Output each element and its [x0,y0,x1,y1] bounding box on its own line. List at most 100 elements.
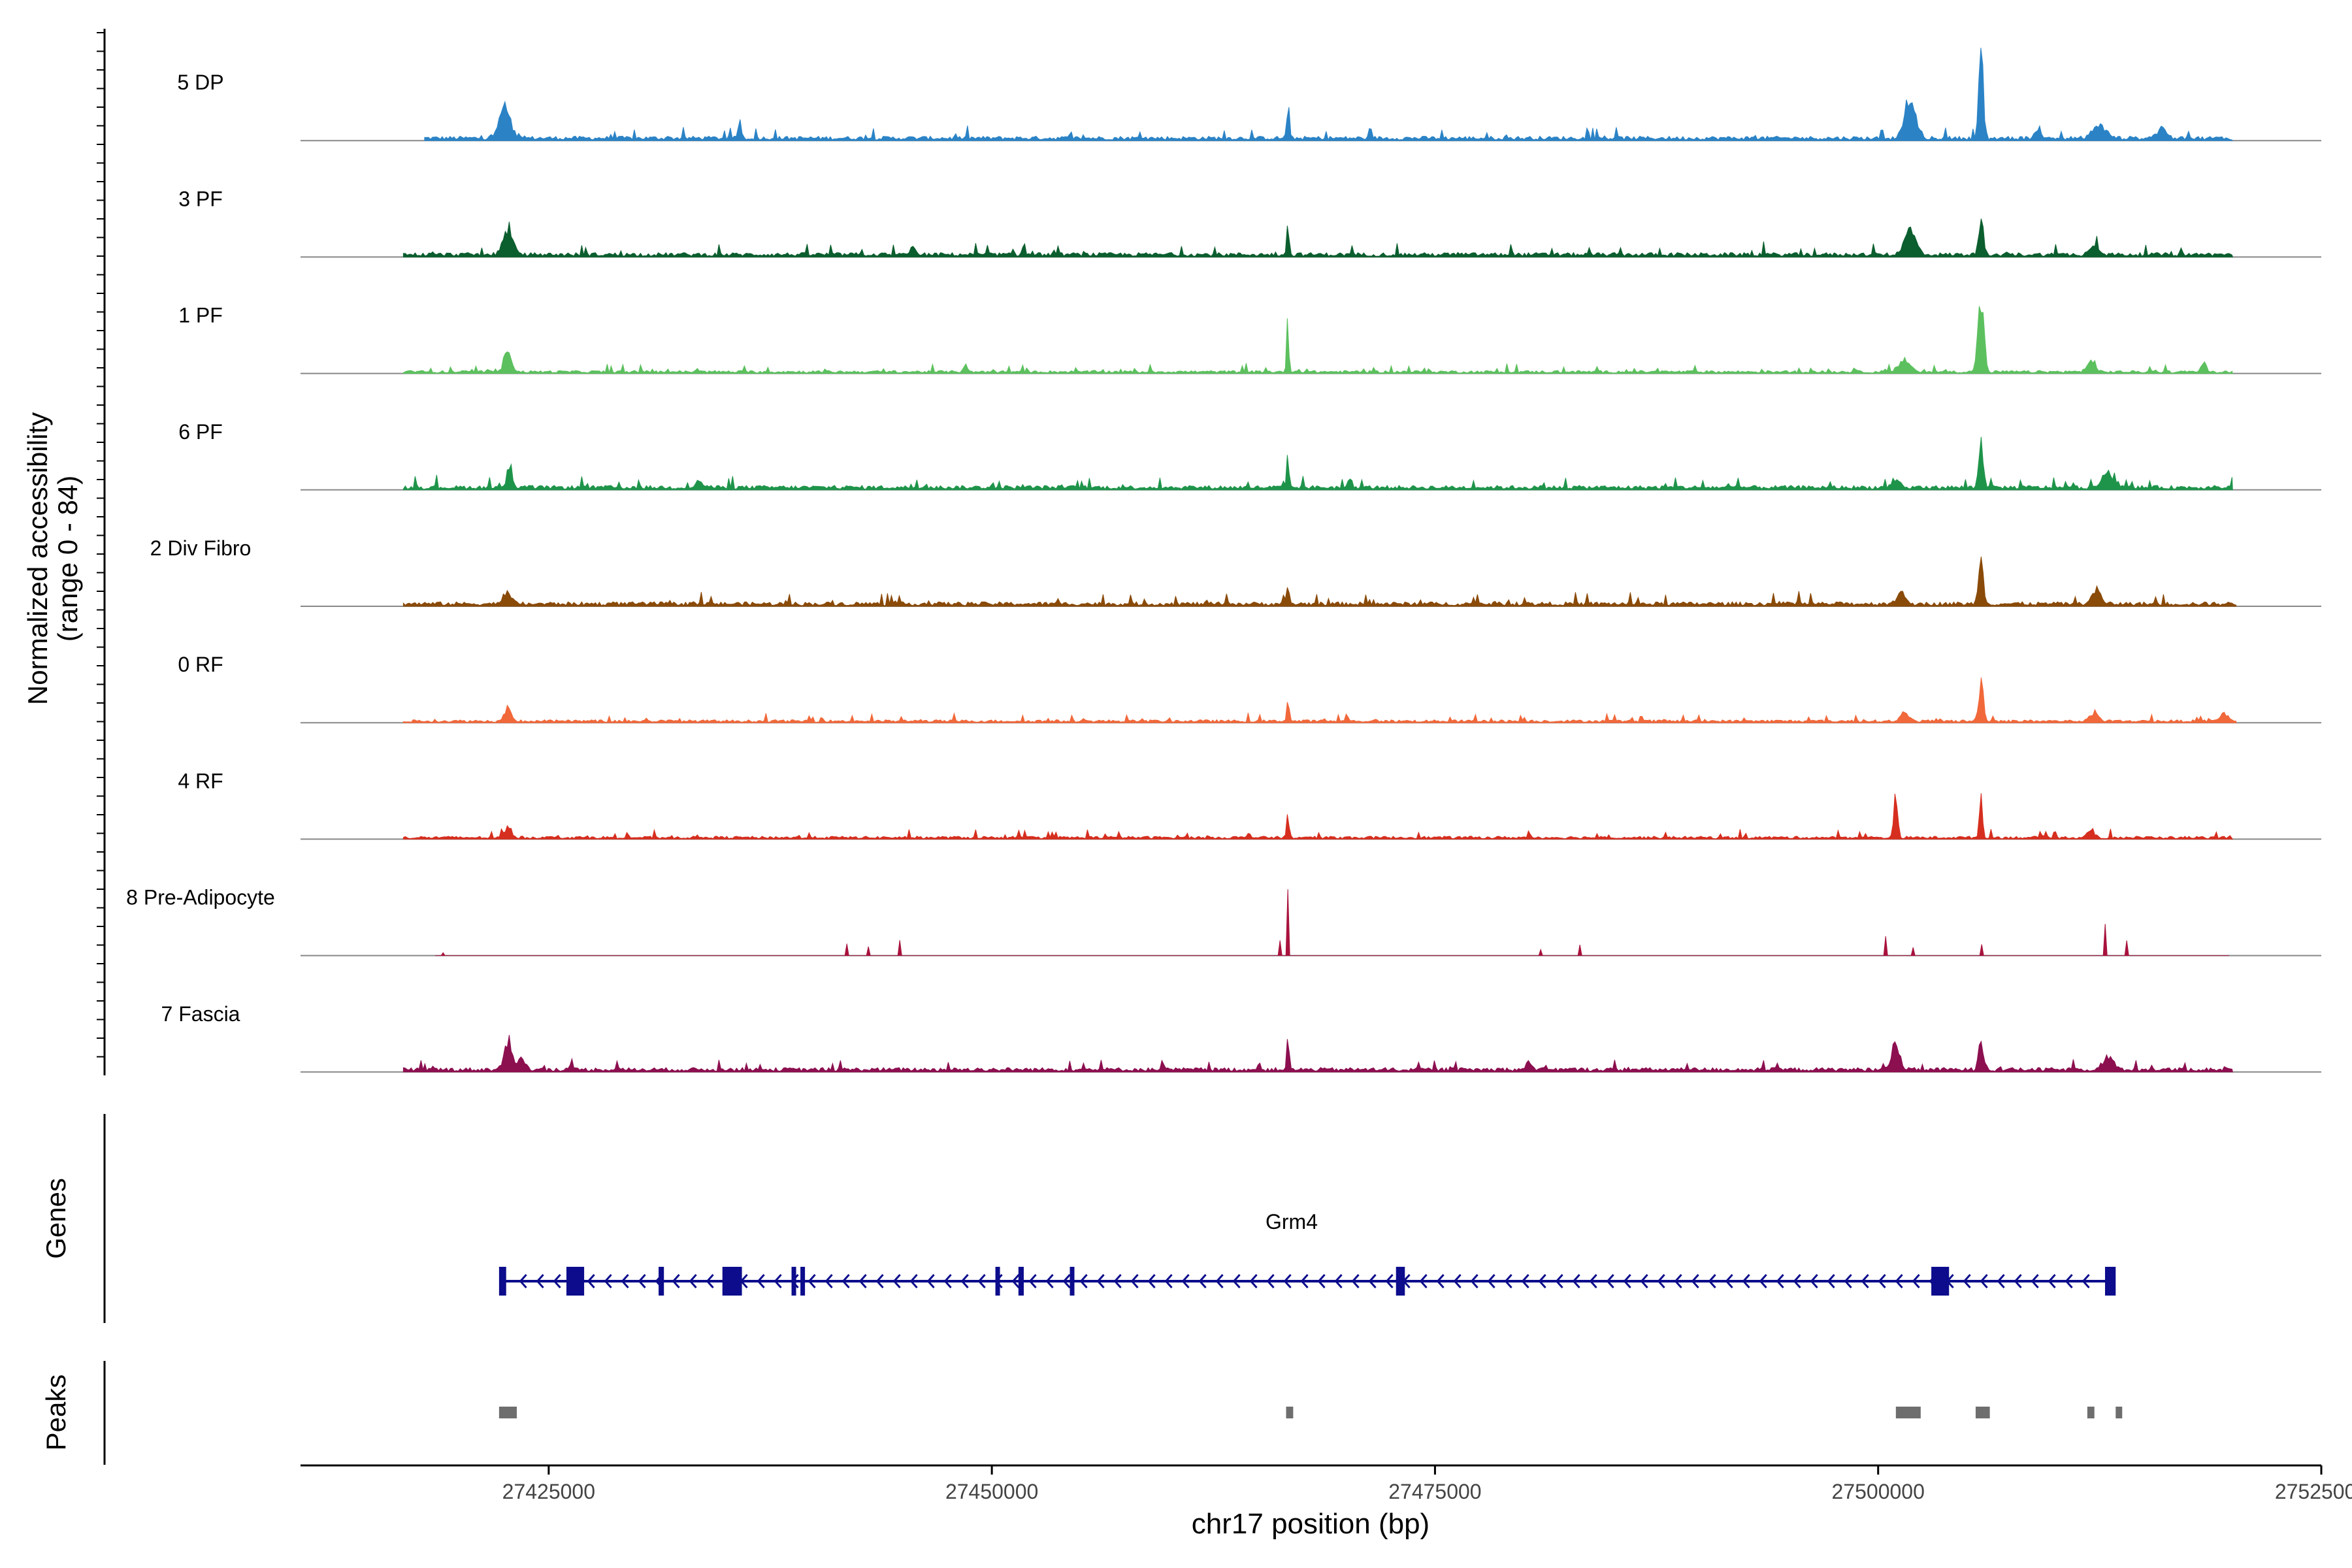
strand-arrow [841,1273,850,1289]
strand-arrow [1436,1273,1445,1289]
gene-exon [800,1267,806,1296]
strand-arrow [1776,1273,1784,1289]
strand-arrow [1963,1273,1971,1289]
strand-arrow [587,1273,595,1289]
strand-arrow [1028,1273,1037,1289]
track-label: 8 Pre-Adipocyte [126,886,275,909]
track-label: 6 PF [178,420,223,444]
strand-arrow [1181,1273,1190,1289]
strand-arrow [875,1273,884,1289]
strand-arrow [1283,1273,1292,1289]
strand-arrow [1147,1273,1156,1289]
gene-exon [1070,1267,1075,1296]
strand-arrow [2048,1273,2056,1289]
strand-arrow [1317,1273,1326,1289]
strand-arrow [943,1273,952,1289]
strand-arrow [1334,1273,1343,1289]
strand-arrow [2031,1273,2039,1289]
strand-arrow [689,1273,697,1289]
gene-name-label: Grm4 [1266,1210,1318,1233]
strand-arrow [2082,1273,2090,1289]
strand-arrow [621,1273,629,1289]
strand-arrow [1538,1273,1546,1289]
strand-arrow [1640,1273,1648,1289]
strand-arrow [1606,1273,1614,1289]
x-axis-label: chr17 position (bp) [1192,1508,1429,1540]
gene-exon [995,1267,1000,1296]
strand-arrow [1657,1273,1665,1289]
track-label: 4 RF [178,769,223,792]
strand-arrow [1232,1273,1241,1289]
track-label: 7 Fascia [161,1002,240,1026]
track-7: 8 Pre-Adipocyte [126,886,2321,956]
strand-arrow [1589,1273,1597,1289]
strand-arrow [1266,1273,1275,1289]
gene-exon [1396,1267,1405,1296]
strand-arrow [1555,1273,1563,1289]
track-5: 0 RF [178,653,2321,724]
peak-region [498,1407,517,1418]
strand-arrow [1572,1273,1580,1289]
gene-exon [1931,1267,1950,1296]
genes-panel-label: Genes [41,1178,71,1259]
strand-arrow [1708,1273,1716,1289]
strand-arrow [638,1273,646,1289]
track-label: 0 RF [178,653,223,676]
peak-region [1895,1407,1921,1418]
track-signal [402,1035,2233,1073]
x-axis-ticks: 27425000 27450000 27475000 27500000 27525000 [502,1465,2352,1503]
coverage-y-ticks [97,32,105,1058]
strand-arrow [1912,1273,1920,1289]
gene-model [498,1267,2116,1296]
strand-arrow [1521,1273,1529,1289]
strand-arrow [1487,1273,1495,1289]
gene-exon [566,1267,585,1296]
peaks-panel-label: Peaks [41,1375,71,1451]
x-tick-label: 27525000 [2275,1480,2352,1503]
strand-arrow [1861,1273,1869,1289]
gene-exon [498,1267,506,1296]
track-signal [424,48,2234,141]
strand-arrow [1368,1273,1377,1289]
peak-region [2115,1407,2123,1418]
track-signal [402,793,2234,840]
track-1: 3 PF [178,187,2321,258]
strand-arrow [808,1273,816,1289]
strand-arrow [536,1273,544,1289]
peak-region [2087,1407,2095,1418]
strand-arrow [1470,1273,1478,1289]
track-3: 6 PF [178,420,2321,491]
strand-arrow [553,1273,561,1289]
strand-arrow [960,1273,969,1289]
strand-arrow [1045,1273,1054,1289]
strand-arrow [1453,1273,1462,1289]
strand-arrow [706,1273,714,1289]
strand-arrow [1300,1273,1309,1289]
x-tick-label: 27500000 [1832,1480,1925,1503]
strand-arrow [1623,1273,1631,1289]
strand-arrow [757,1273,765,1289]
strand-arrow [977,1273,986,1289]
strand-arrow [2014,1273,2022,1289]
y-axis-label-line1: Normalized accessibility [22,412,53,705]
track-signal [402,556,2237,607]
strand-arrow [774,1273,782,1289]
strand-arrow [519,1273,527,1289]
gene-exon [1018,1267,1024,1296]
strand-arrow [1130,1273,1139,1289]
strand-arrow [1674,1273,1682,1289]
strand-arrow [858,1273,867,1289]
strand-arrow [909,1273,918,1289]
x-tick-label: 27475000 [1388,1480,1481,1503]
strand-arrow [1759,1273,1767,1289]
x-tick-label: 27425000 [502,1480,595,1503]
peak-regions [498,1407,2123,1418]
strand-arrow [1980,1273,1988,1289]
gene-exon [2104,1267,2116,1296]
coverage-tracks: 5 DP 3 PF 1 PF 6 PF 2 Div Fibro 0 RF 4 RF 8 Pre… [126,48,2321,1073]
strand-arrow [1385,1273,1394,1289]
strand-arrow [1011,1273,1020,1289]
gene-exon [791,1267,796,1296]
y-axis-label-line2: (range 0 - 84) [52,476,83,642]
